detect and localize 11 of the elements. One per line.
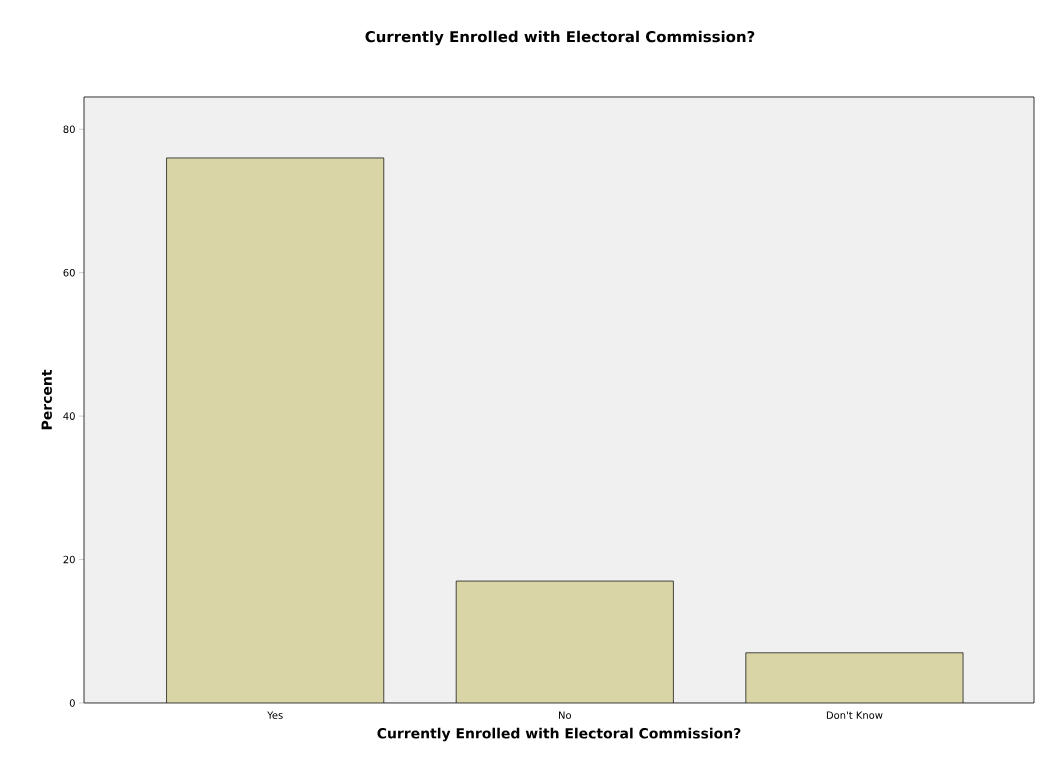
x-tick-label: Don't Know [826, 711, 883, 719]
x-tick-label: No [559, 711, 572, 719]
chart-title: Currently Enrolled with Electoral Commission? [365, 30, 755, 46]
x-tick-label: Yes [267, 711, 283, 719]
y-tick-label: 60 [63, 268, 75, 277]
y-tick-label: 0 [69, 699, 75, 707]
y-tick-label: 40 [63, 412, 75, 420]
x-axis-title: Currently Enrolled with Electoral Commission? [377, 727, 741, 742]
y-tick-label: 20 [63, 555, 75, 564]
y-axis-title: Percent [41, 369, 52, 430]
y-tick-label: 80 [63, 125, 75, 134]
